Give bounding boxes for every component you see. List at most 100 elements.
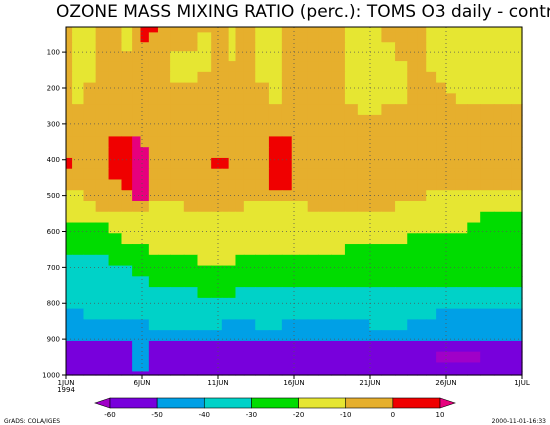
- heatmap-cell: [344, 190, 359, 202]
- heatmap-cell: [228, 201, 237, 213]
- heatmap-cell: [211, 32, 223, 43]
- heatmap-cell: [170, 114, 185, 127]
- heatmap-cell: [66, 93, 73, 105]
- heatmap-cell: [381, 61, 396, 73]
- heatmap-cell: [357, 351, 370, 364]
- heatmap-cell: [281, 371, 293, 376]
- heatmap-cell: [455, 82, 468, 94]
- heatmap-cell: [211, 71, 223, 84]
- heatmap-cell: [446, 61, 457, 73]
- heatmap-cell: [95, 42, 110, 52]
- heatmap-cell: [357, 340, 370, 353]
- heatmap-cell: [331, 125, 346, 138]
- heatmap-cell: [455, 201, 468, 213]
- heatmap-cell: [417, 147, 427, 159]
- heatmap-cell: [221, 222, 230, 234]
- heatmap-cell: [228, 190, 237, 202]
- heatmap-cell: [426, 42, 437, 52]
- heatmap-cell: [369, 190, 382, 202]
- heatmap-cell: [395, 82, 408, 94]
- heatmap-cell: [108, 51, 123, 62]
- heatmap-cell: [121, 190, 133, 202]
- heatmap-cell: [72, 42, 85, 52]
- heatmap-cell: [148, 147, 159, 159]
- heatmap-cell: [140, 330, 150, 342]
- heatmap-cell: [436, 233, 447, 245]
- heatmap-cell: [157, 147, 171, 159]
- heatmap-cell: [395, 340, 408, 353]
- heatmap-cell: [467, 157, 481, 170]
- heatmap-cell: [268, 351, 283, 364]
- heatmap-cell: [95, 157, 110, 170]
- heatmap-cell: [148, 201, 159, 213]
- heatmap-cell: [395, 276, 408, 288]
- heatmap-cell: [132, 265, 142, 277]
- heatmap-cell: [197, 51, 212, 62]
- heatmap-cell: [268, 104, 283, 116]
- heatmap-cell: [480, 233, 495, 245]
- heatmap-cell: [197, 104, 212, 116]
- heatmap-cell: [121, 93, 133, 105]
- colorbar-tick-label: 10: [436, 411, 445, 419]
- heatmap-cell: [307, 51, 319, 62]
- heatmap-cell: [455, 287, 468, 299]
- heatmap-cell: [83, 179, 97, 191]
- heatmap-cell: [331, 168, 346, 181]
- heatmap-cell: [243, 61, 256, 73]
- heatmap-cell: [140, 168, 150, 181]
- heatmap-cell: [357, 61, 370, 73]
- heatmap-cell: [344, 136, 359, 148]
- heatmap-cell: [121, 32, 133, 43]
- heatmap-cell: [83, 330, 97, 342]
- heatmap-cell: [357, 276, 370, 288]
- heatmap-cell: [170, 362, 185, 373]
- heatmap-cell: [426, 244, 437, 256]
- heatmap-cell: [281, 42, 293, 52]
- heatmap-cell: [95, 61, 110, 73]
- heatmap-cell: [318, 340, 332, 353]
- heatmap-cell: [72, 125, 85, 138]
- heatmap-cell: [357, 125, 370, 138]
- y-tick-label: 200: [47, 84, 60, 92]
- heatmap-cell: [148, 125, 159, 138]
- heatmap-cell: [511, 168, 523, 181]
- heatmap-cell: [140, 147, 150, 159]
- heatmap-cell: [95, 104, 110, 116]
- heatmap-cell: [132, 157, 142, 170]
- heatmap-cell: [83, 157, 97, 170]
- heatmap-cell: [157, 222, 171, 234]
- colorbar-segment: [298, 397, 347, 409]
- heatmap-cell: [307, 82, 319, 94]
- heatmap-cell: [436, 136, 447, 148]
- heatmap-cell: [170, 190, 185, 202]
- heatmap-cell: [197, 27, 212, 33]
- heatmap-cell: [381, 114, 396, 127]
- heatmap-cell: [228, 287, 237, 299]
- heatmap-cell: [331, 233, 346, 245]
- heatmap-cell: [66, 136, 73, 148]
- heatmap-cell: [480, 371, 495, 376]
- heatmap-cell: [407, 136, 418, 148]
- heatmap-cell: [299, 93, 309, 105]
- heatmap-cell: [395, 330, 408, 342]
- x-axis: 1JUN 6JUN 11JUN 16JUN 21JUN 26JUN 1JUL: [58, 375, 530, 387]
- heatmap-cell: [291, 114, 300, 127]
- heatmap-cell: [357, 27, 370, 33]
- heatmap-cell: [95, 71, 110, 84]
- heatmap-cell: [108, 168, 123, 181]
- heatmap-cell: [467, 61, 481, 73]
- heatmap-cell: [140, 371, 150, 376]
- heatmap-cell: [95, 51, 110, 62]
- heatmap-cell: [467, 287, 481, 299]
- heatmap-cell: [170, 371, 185, 376]
- heatmap-cell: [436, 244, 447, 256]
- heatmap-cell: [66, 254, 73, 267]
- heatmap-cell: [228, 93, 237, 105]
- heatmap-cell: [291, 222, 300, 234]
- heatmap-cell: [480, 201, 495, 213]
- heatmap-cell: [455, 93, 468, 105]
- heatmap-cell: [369, 42, 382, 52]
- heatmap-cell: [83, 265, 97, 277]
- heatmap-cell: [307, 297, 319, 310]
- heatmap-cell: [511, 308, 523, 320]
